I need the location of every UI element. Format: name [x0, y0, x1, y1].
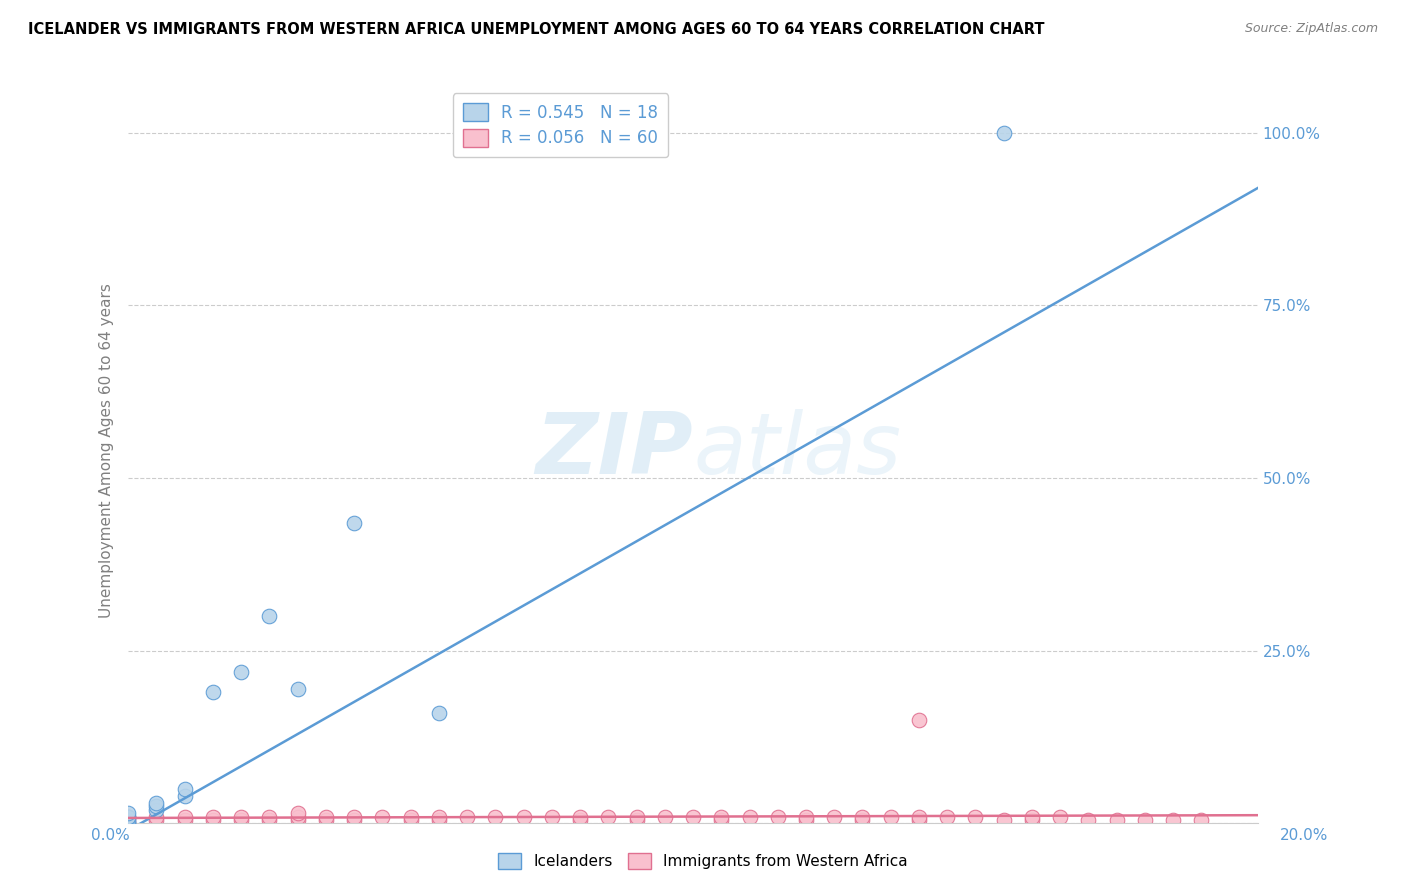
Point — [794, 809, 817, 823]
Legend: Icelanders, Immigrants from Western Africa: Icelanders, Immigrants from Western Afri… — [492, 847, 914, 875]
Point — [682, 809, 704, 823]
Point — [626, 809, 648, 823]
Point — [427, 706, 450, 720]
Text: atlas: atlas — [693, 409, 901, 492]
Point — [201, 685, 224, 699]
Point — [173, 813, 195, 827]
Point — [343, 813, 366, 827]
Point — [1189, 813, 1212, 827]
Point — [315, 813, 337, 827]
Point — [738, 809, 761, 823]
Point — [794, 813, 817, 827]
Point — [343, 516, 366, 530]
Point — [766, 809, 789, 823]
Point — [908, 809, 931, 823]
Point — [173, 789, 195, 803]
Point — [145, 799, 167, 814]
Point — [259, 813, 281, 827]
Point — [1133, 813, 1156, 827]
Point — [145, 803, 167, 817]
Point — [117, 816, 139, 830]
Point — [823, 809, 845, 823]
Point — [145, 796, 167, 810]
Point — [908, 813, 931, 827]
Point — [201, 809, 224, 823]
Point — [512, 809, 534, 823]
Point — [626, 813, 648, 827]
Point — [456, 809, 478, 823]
Point — [287, 813, 309, 827]
Point — [315, 809, 337, 823]
Point — [427, 813, 450, 827]
Point — [173, 781, 195, 796]
Point — [117, 816, 139, 830]
Text: 20.0%: 20.0% — [1281, 828, 1329, 843]
Point — [880, 809, 903, 823]
Point — [231, 813, 253, 827]
Point — [654, 809, 676, 823]
Point — [851, 809, 873, 823]
Point — [117, 809, 139, 823]
Text: Source: ZipAtlas.com: Source: ZipAtlas.com — [1244, 22, 1378, 36]
Point — [427, 809, 450, 823]
Point — [993, 813, 1015, 827]
Text: ZIP: ZIP — [536, 409, 693, 492]
Point — [1021, 809, 1043, 823]
Point — [117, 813, 139, 827]
Point — [851, 813, 873, 827]
Y-axis label: Unemployment Among Ages 60 to 64 years: Unemployment Among Ages 60 to 64 years — [100, 283, 114, 618]
Point — [710, 809, 733, 823]
Point — [993, 126, 1015, 140]
Point — [598, 809, 620, 823]
Point — [173, 809, 195, 823]
Point — [1077, 813, 1099, 827]
Point — [540, 809, 562, 823]
Point — [231, 809, 253, 823]
Point — [145, 809, 167, 823]
Point — [117, 806, 139, 821]
Point — [399, 809, 422, 823]
Point — [399, 813, 422, 827]
Point — [1105, 813, 1128, 827]
Point — [259, 609, 281, 624]
Point — [287, 806, 309, 821]
Point — [371, 809, 394, 823]
Point — [1049, 809, 1071, 823]
Point — [231, 665, 253, 679]
Point — [710, 813, 733, 827]
Point — [569, 809, 592, 823]
Point — [484, 809, 506, 823]
Legend: R = 0.545   N = 18, R = 0.056   N = 60: R = 0.545 N = 18, R = 0.056 N = 60 — [453, 94, 668, 157]
Text: ICELANDER VS IMMIGRANTS FROM WESTERN AFRICA UNEMPLOYMENT AMONG AGES 60 TO 64 YEA: ICELANDER VS IMMIGRANTS FROM WESTERN AFR… — [28, 22, 1045, 37]
Point — [908, 713, 931, 727]
Point — [259, 809, 281, 823]
Point — [117, 816, 139, 830]
Point — [145, 813, 167, 827]
Point — [287, 809, 309, 823]
Point — [1021, 813, 1043, 827]
Point — [965, 809, 987, 823]
Point — [569, 813, 592, 827]
Point — [343, 809, 366, 823]
Text: 0.0%: 0.0% — [91, 828, 131, 843]
Point — [1161, 813, 1184, 827]
Point — [936, 809, 959, 823]
Point — [287, 681, 309, 696]
Point — [201, 813, 224, 827]
Point — [117, 813, 139, 827]
Point — [117, 809, 139, 823]
Point — [117, 809, 139, 823]
